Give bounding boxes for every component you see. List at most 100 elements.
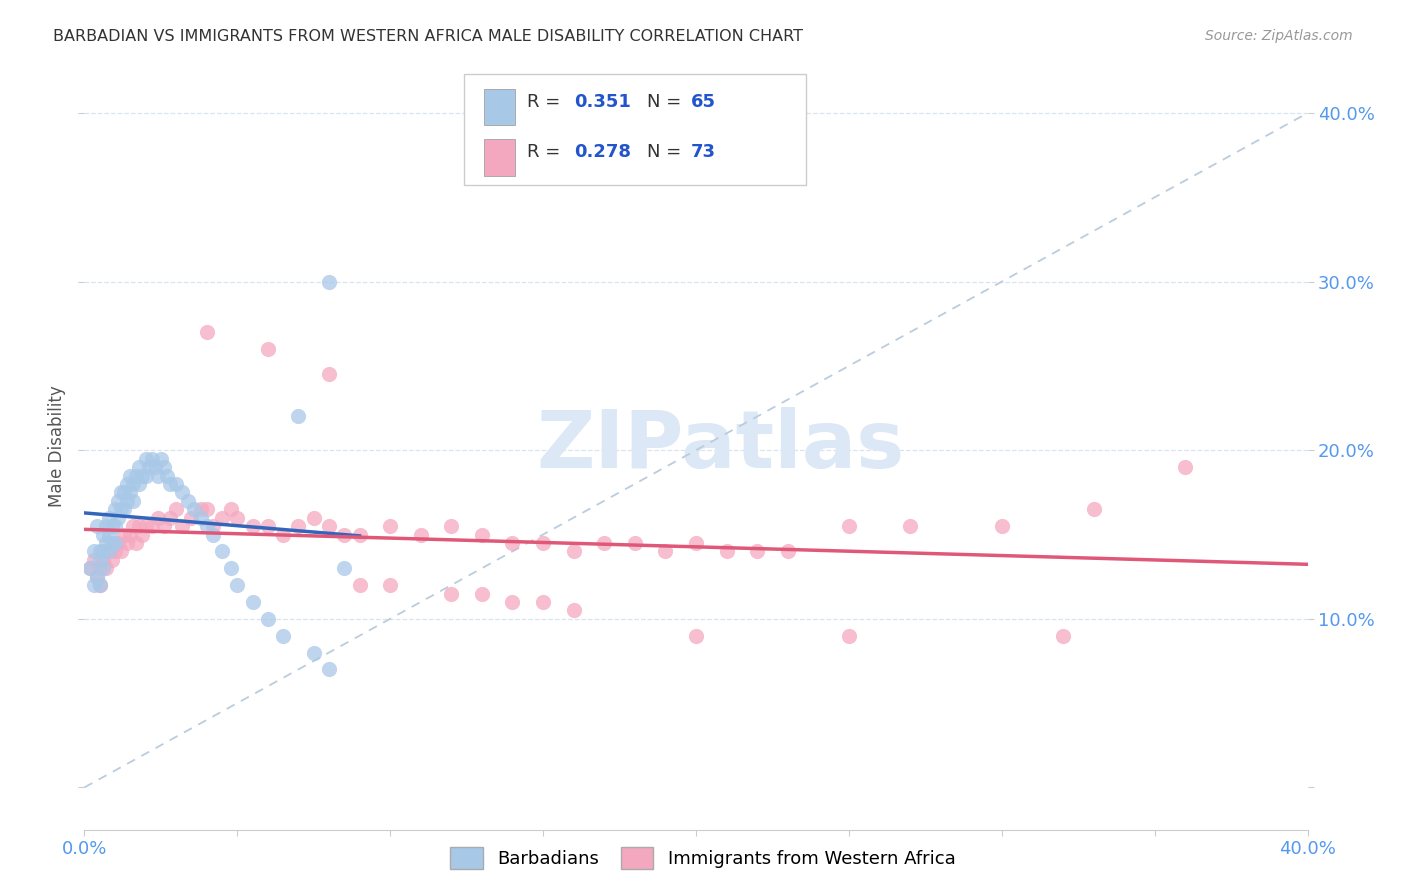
Point bbox=[242, 595, 264, 609]
Point bbox=[146, 510, 169, 524]
Point bbox=[159, 510, 181, 524]
Point bbox=[195, 519, 218, 533]
Point bbox=[180, 510, 202, 524]
Point bbox=[219, 502, 242, 516]
Point bbox=[125, 536, 148, 550]
Point bbox=[153, 519, 176, 533]
Text: Source: ZipAtlas.com: Source: ZipAtlas.com bbox=[1205, 29, 1353, 44]
Point bbox=[685, 536, 707, 550]
Point bbox=[91, 544, 114, 558]
Point bbox=[380, 519, 402, 533]
Point bbox=[146, 468, 169, 483]
FancyBboxPatch shape bbox=[464, 74, 806, 186]
Point bbox=[125, 468, 148, 483]
Point bbox=[716, 544, 738, 558]
Text: N =: N = bbox=[647, 144, 688, 161]
Point bbox=[86, 569, 108, 583]
Point bbox=[122, 519, 145, 533]
Point bbox=[89, 553, 111, 567]
Text: N =: N = bbox=[647, 93, 688, 111]
Point bbox=[110, 544, 132, 558]
Point bbox=[333, 527, 356, 541]
Text: 0.278: 0.278 bbox=[574, 144, 631, 161]
Point bbox=[97, 527, 120, 541]
Point bbox=[120, 527, 142, 541]
Point bbox=[349, 578, 371, 592]
Point bbox=[89, 561, 111, 575]
FancyBboxPatch shape bbox=[484, 88, 515, 126]
Point bbox=[135, 451, 157, 466]
Point bbox=[1083, 502, 1105, 516]
Point bbox=[177, 493, 200, 508]
Point bbox=[86, 569, 108, 583]
Point bbox=[991, 519, 1014, 533]
Point bbox=[83, 544, 105, 558]
Point bbox=[190, 510, 212, 524]
Y-axis label: Male Disability: Male Disability bbox=[48, 385, 66, 507]
Point bbox=[219, 561, 242, 575]
Point bbox=[380, 578, 402, 592]
Point bbox=[135, 468, 157, 483]
Point bbox=[624, 536, 647, 550]
Text: BARBADIAN VS IMMIGRANTS FROM WESTERN AFRICA MALE DISABILITY CORRELATION CHART: BARBADIAN VS IMMIGRANTS FROM WESTERN AFR… bbox=[53, 29, 803, 45]
Text: 65: 65 bbox=[692, 93, 716, 111]
Point bbox=[128, 519, 150, 533]
Point bbox=[440, 586, 463, 600]
Point bbox=[685, 629, 707, 643]
Point bbox=[562, 603, 585, 617]
Point bbox=[153, 460, 176, 475]
Point bbox=[143, 460, 166, 475]
Point bbox=[115, 536, 138, 550]
Point bbox=[94, 519, 117, 533]
Point bbox=[131, 468, 153, 483]
Point bbox=[165, 477, 187, 491]
Point bbox=[440, 519, 463, 533]
FancyBboxPatch shape bbox=[484, 139, 515, 176]
Text: R =: R = bbox=[527, 93, 567, 111]
Point bbox=[94, 561, 117, 575]
Point bbox=[107, 493, 129, 508]
Point bbox=[183, 502, 205, 516]
Point bbox=[149, 451, 172, 466]
Point bbox=[122, 493, 145, 508]
Point bbox=[128, 477, 150, 491]
Point bbox=[131, 527, 153, 541]
Point bbox=[172, 519, 194, 533]
Point bbox=[201, 519, 224, 533]
Point bbox=[89, 578, 111, 592]
Point bbox=[91, 553, 114, 567]
Point bbox=[86, 519, 108, 533]
Point bbox=[141, 519, 163, 533]
Point bbox=[287, 519, 309, 533]
Point bbox=[333, 561, 356, 575]
Point bbox=[138, 460, 160, 475]
Point bbox=[120, 485, 142, 500]
Point bbox=[226, 510, 249, 524]
Point bbox=[112, 502, 135, 516]
Text: R =: R = bbox=[527, 144, 567, 161]
Point bbox=[94, 536, 117, 550]
Point bbox=[302, 510, 325, 524]
Point bbox=[242, 519, 264, 533]
Point bbox=[104, 519, 127, 533]
Point bbox=[141, 451, 163, 466]
Point bbox=[122, 477, 145, 491]
Point bbox=[271, 527, 294, 541]
Point bbox=[107, 536, 129, 550]
Point bbox=[201, 527, 224, 541]
Legend: Barbadians, Immigrants from Western Africa: Barbadians, Immigrants from Western Afri… bbox=[443, 839, 963, 876]
Point bbox=[112, 485, 135, 500]
Point bbox=[91, 561, 114, 575]
Point bbox=[471, 527, 494, 541]
Point bbox=[195, 325, 218, 339]
Point bbox=[83, 578, 105, 592]
Text: ZIPatlas: ZIPatlas bbox=[536, 407, 904, 485]
Point bbox=[349, 527, 371, 541]
Point bbox=[120, 468, 142, 483]
Point bbox=[104, 536, 127, 550]
Point bbox=[135, 519, 157, 533]
Point bbox=[257, 342, 280, 356]
Point bbox=[89, 578, 111, 592]
Point bbox=[211, 510, 233, 524]
Point bbox=[302, 646, 325, 660]
